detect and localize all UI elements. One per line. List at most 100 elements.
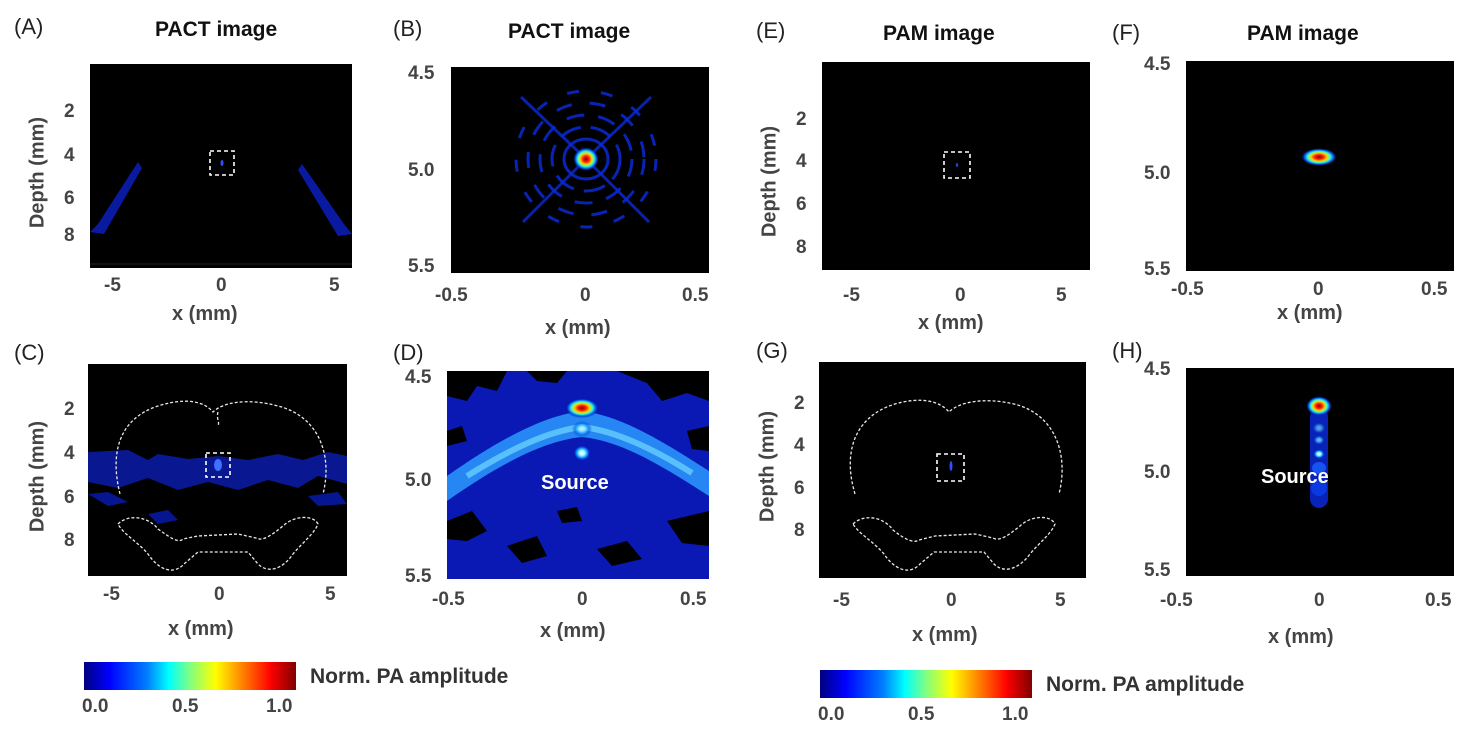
a-xlabel: x (mm) [172, 303, 238, 325]
panel-f-title: PAM image [1247, 22, 1359, 45]
b-ytick-50: 5.0 [408, 160, 435, 181]
colorbar-left-title: Norm. PA amplitude [310, 665, 509, 688]
roi-box [209, 150, 235, 176]
b-xlabel: x (mm) [545, 317, 611, 339]
b-xtick-0: 0 [580, 285, 591, 306]
a-ytick-8: 8 [64, 225, 75, 246]
panel-label-b: (B) [393, 16, 423, 41]
c-xtick-m5: -5 [103, 584, 120, 605]
d-ytick-50: 5.0 [405, 470, 432, 491]
point-source [220, 160, 224, 166]
c-ytick-2: 2 [64, 399, 75, 420]
g-ytick-6: 6 [794, 478, 805, 499]
panel-label-g: (G) [756, 338, 788, 363]
g-xtick-0: 0 [946, 590, 957, 611]
colorbar-right [820, 670, 1032, 698]
f-ytick-50: 5.0 [1144, 163, 1171, 184]
e-ytick-6: 6 [796, 194, 807, 215]
d-source-label: Source [541, 472, 609, 494]
b-ytick-55: 5.5 [408, 256, 435, 277]
g-xtick-m5: -5 [833, 590, 850, 611]
brain-outline [115, 400, 327, 495]
e-ytick-8: 8 [796, 237, 807, 258]
e-xtick-0: 0 [955, 285, 966, 306]
a-ytick-6: 6 [64, 188, 75, 209]
e-xtick-5: 5 [1056, 285, 1067, 306]
h-source-label: Source [1261, 466, 1329, 488]
brain-outline [849, 399, 1063, 495]
c-xlabel: x (mm) [168, 618, 234, 640]
h-ytick-50: 5.0 [1144, 462, 1171, 483]
colorbar-left-tick-0: 0.0 [82, 696, 109, 717]
f-ytick-45: 4.5 [1144, 54, 1171, 75]
c-ytick-6: 6 [64, 487, 75, 508]
b-xtick-05: 0.5 [682, 285, 709, 306]
a-ytick-2: 2 [64, 101, 75, 122]
e-xlabel: x (mm) [918, 312, 984, 334]
g-ytick-2: 2 [794, 393, 805, 414]
colorbar-right-tick-1: 1.0 [1002, 704, 1029, 725]
panel-h-image [1186, 368, 1454, 576]
d-xlabel: x (mm) [540, 620, 606, 642]
f-xtick-05: 0.5 [1421, 279, 1448, 300]
d-xtick-m05: -0.5 [432, 589, 465, 610]
g-ytick-4: 4 [794, 435, 805, 456]
f-xtick-0: 0 [1313, 279, 1324, 300]
panel-d-image [447, 371, 709, 579]
lower-outline [852, 516, 1056, 571]
a-xtick-5: 5 [329, 275, 340, 296]
c-ytick-8: 8 [64, 530, 75, 551]
panel-c-image [88, 364, 347, 576]
e-xtick-m5: -5 [843, 285, 860, 306]
panel-label-c: (C) [14, 340, 45, 365]
panel-b-title: PACT image [508, 20, 631, 43]
a-ylabel: Depth (mm) [26, 116, 49, 229]
panel-label-f: (F) [1112, 20, 1141, 45]
panel-a-title: PACT image [155, 18, 278, 41]
e-ytick-2: 2 [796, 109, 807, 130]
d-ytick-55: 5.5 [405, 566, 432, 587]
d-ytick-45: 4.5 [405, 367, 432, 388]
lower-outline [117, 516, 319, 571]
roi-box [205, 452, 231, 478]
colorbar-left [84, 662, 296, 690]
panel-g-image [819, 362, 1086, 578]
c-xtick-5: 5 [325, 584, 336, 605]
e-ytick-4: 4 [796, 151, 807, 172]
b-ytick-45: 4.5 [408, 63, 435, 84]
c-ylabel: Depth (mm) [26, 420, 49, 533]
panel-label-a: (A) [14, 14, 44, 39]
e-ylabel: Depth (mm) [758, 125, 781, 238]
panel-e-image [822, 62, 1090, 270]
roi-box [943, 151, 971, 179]
source-spot [573, 445, 591, 461]
panel-a-image [90, 64, 352, 268]
artifact-right [298, 164, 352, 236]
g-ytick-8: 8 [794, 520, 805, 541]
h-xtick-m05: -0.5 [1160, 590, 1193, 611]
a-xtick-0: 0 [216, 275, 227, 296]
h-xtick-0: 0 [1314, 590, 1325, 611]
g-ylabel: Depth (mm) [756, 410, 779, 523]
reflection-top [1306, 396, 1332, 416]
panel-label-d: (D) [393, 340, 424, 365]
panel-e-title: PAM image [883, 22, 995, 45]
g-xlabel: x (mm) [912, 624, 978, 646]
colorbar-left-tick-1: 1.0 [266, 696, 293, 717]
panel-label-e: (E) [756, 18, 786, 43]
a-ytick-4: 4 [64, 145, 75, 166]
panel-label-h: (H) [1112, 338, 1143, 363]
h-xtick-05: 0.5 [1425, 590, 1452, 611]
f-xlabel: x (mm) [1277, 302, 1343, 324]
d-xtick-0: 0 [577, 589, 588, 610]
panel-b-image [451, 67, 709, 273]
h-ytick-45: 4.5 [1144, 359, 1171, 380]
source-spot [1313, 449, 1325, 459]
g-xtick-5: 5 [1055, 590, 1066, 611]
a-xtick-m5: -5 [104, 275, 121, 296]
colorbar-right-title: Norm. PA amplitude [1046, 673, 1245, 696]
d-xtick-05: 0.5 [680, 589, 707, 610]
c-ytick-4: 4 [64, 443, 75, 464]
artifact-left [90, 162, 142, 234]
reflection-top [565, 398, 599, 418]
